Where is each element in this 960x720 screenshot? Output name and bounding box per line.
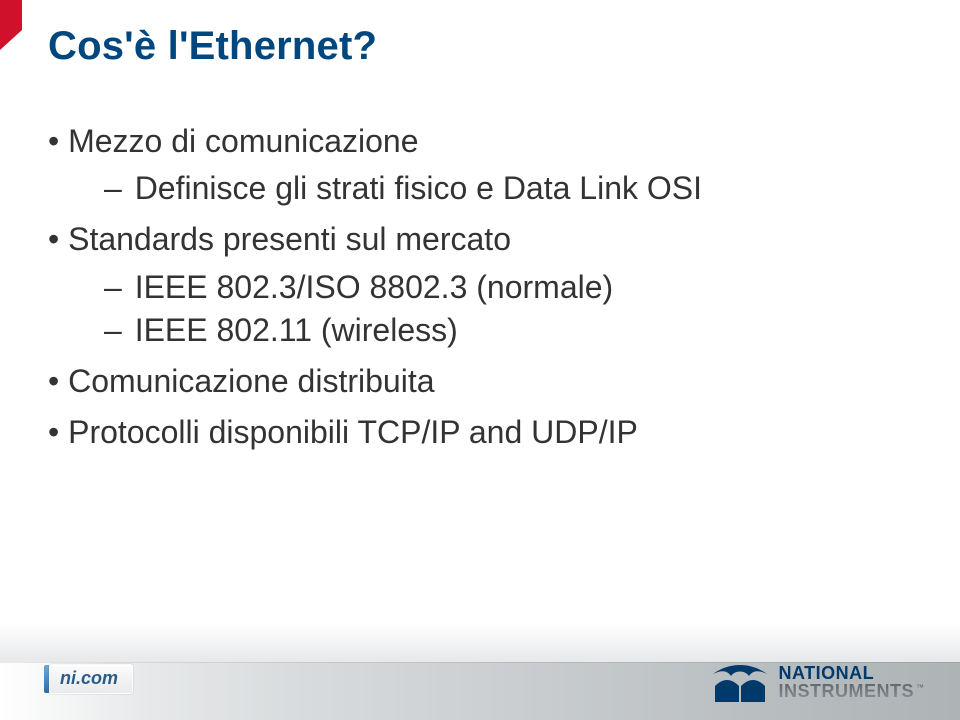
- bullet-dash-icon: –: [104, 170, 122, 206]
- bullet-text: Protocolli disponibili TCP/IP and UDP/IP: [68, 414, 638, 450]
- bullet-dot-icon: •: [48, 363, 59, 399]
- bullet-dot-icon: •: [48, 221, 59, 257]
- bullet-lvl1: • Standards presenti sul mercato: [48, 218, 920, 261]
- bullet-dash-icon: –: [104, 269, 122, 305]
- bullet-text: Mezzo di comunicazione: [68, 123, 418, 159]
- bullet-lvl1: • Comunicazione distribuita: [48, 360, 920, 403]
- logo-line-1: NATIONAL: [779, 664, 925, 682]
- page-title: Cos'è l'Ethernet?: [48, 24, 377, 69]
- bullet-dash-icon: –: [104, 312, 122, 348]
- bullet-dot-icon: •: [48, 414, 59, 450]
- bullet-lvl2: – IEEE 802.11 (wireless): [104, 309, 920, 352]
- bullet-lvl2: – IEEE 802.3/ISO 8802.3 (normale): [104, 266, 920, 309]
- bullet-dot-icon: •: [48, 123, 59, 159]
- ni-logo: NATIONAL INSTRUMENTS™: [711, 658, 925, 706]
- bullet-lvl1: • Mezzo di comunicazione: [48, 120, 920, 163]
- site-label: ni.com: [49, 664, 133, 694]
- ni-logo-text: NATIONAL INSTRUMENTS™: [779, 664, 925, 701]
- bullet-text: IEEE 802.3/ISO 8802.3 (normale): [135, 269, 613, 305]
- bullet-text: Comunicazione distribuita: [68, 363, 434, 399]
- bullet-lvl2: – Definisce gli strati fisico e Data Lin…: [104, 167, 920, 210]
- site-pill: ni.com: [44, 664, 133, 694]
- footer: ni.com NATIONAL INSTRUMENTS™: [0, 624, 960, 720]
- bullet-text: Definisce gli strati fisico e Data Link …: [135, 170, 702, 206]
- content-area: • Mezzo di comunicazione – Definisce gli…: [48, 112, 920, 458]
- trademark-icon: ™: [916, 683, 924, 692]
- footer-shine: [0, 624, 960, 662]
- logo-line-2: INSTRUMENTS: [779, 681, 915, 701]
- slide: Cos'è l'Ethernet? • Mezzo di comunicazio…: [0, 0, 960, 720]
- accent-corner: [0, 0, 22, 50]
- bullet-lvl1: • Protocolli disponibili TCP/IP and UDP/…: [48, 411, 920, 454]
- bullet-text: IEEE 802.11 (wireless): [135, 312, 458, 348]
- ni-eagle-icon: [711, 658, 769, 706]
- bullet-text: Standards presenti sul mercato: [68, 221, 511, 257]
